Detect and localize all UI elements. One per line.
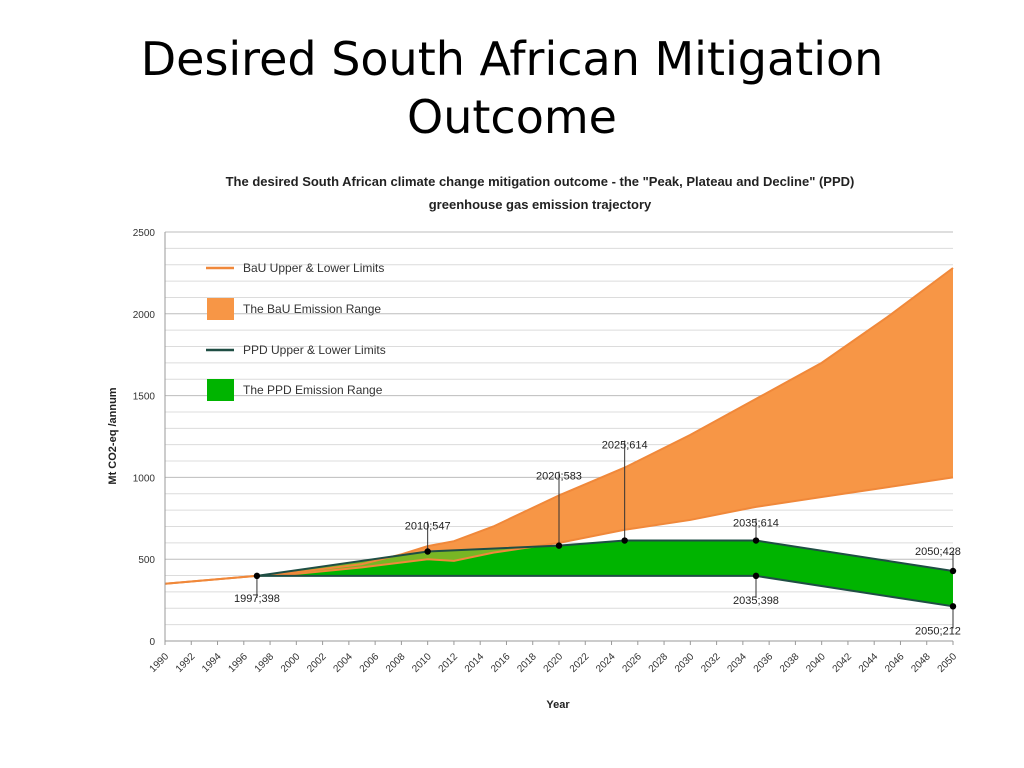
- x-tick-label: 2036: [752, 651, 776, 675]
- x-tick-label: 1994: [200, 651, 224, 675]
- chart-title: The desired South African climate change…: [140, 170, 940, 216]
- legend-swatch-fill: [207, 379, 234, 401]
- annotation-label: 2010;547: [405, 521, 451, 533]
- annotation-point: [752, 572, 760, 580]
- legend-label: BaU Upper & Lower Limits: [243, 261, 384, 275]
- annotation-point: [253, 572, 261, 580]
- x-tick-label: 2002: [305, 651, 329, 675]
- x-tick-label: 2010: [410, 651, 434, 675]
- x-tick-label: 2006: [358, 651, 382, 675]
- x-tick-label: 2016: [489, 651, 513, 675]
- x-tick-label: 1996: [226, 651, 250, 675]
- slide-title: Desired South African Mitigation Outcome: [0, 30, 1024, 146]
- slide-title-line1: Desired South African Mitigation: [140, 32, 884, 86]
- x-tick-label: 2044: [857, 651, 881, 675]
- ppd-upper-limit-line: [256, 539, 954, 577]
- x-axis-label: Year: [546, 699, 570, 711]
- x-tick-label: 2026: [620, 651, 644, 675]
- x-tick-label: 1998: [253, 651, 277, 675]
- x-tick-label: 2008: [384, 651, 408, 675]
- x-tick-label: 2000: [279, 651, 303, 675]
- legend: BaU Upper & Lower Limits The BaU Emission…: [206, 261, 386, 401]
- y-tick-label: 500: [138, 555, 155, 566]
- ppd-emission-range-area: [256, 540, 953, 607]
- x-tick-label: 2018: [515, 651, 539, 675]
- annotation-label: 2050;212: [915, 625, 961, 637]
- legend-label: The BaU Emission Range: [243, 302, 381, 316]
- x-tick-label: 2014: [463, 651, 487, 675]
- x-tick-label: 2042: [831, 651, 855, 675]
- x-tick-label: 2032: [699, 651, 723, 675]
- annotation-label: 2050;428: [915, 546, 961, 558]
- legend-swatch-fill: [207, 298, 234, 320]
- annotation-label: 2035;614: [733, 518, 779, 530]
- annotation-label: 2035;398: [733, 595, 779, 607]
- annotation-point: [949, 567, 957, 575]
- chart-title-line2: greenhouse gas emission trajectory: [428, 197, 652, 212]
- x-tick-label: 2024: [594, 651, 618, 675]
- y-tick-label: 1500: [133, 392, 156, 403]
- x-tick-label: 2050: [936, 651, 960, 675]
- x-tick-label: 2004: [331, 651, 355, 675]
- x-tick-label: 2038: [778, 651, 802, 675]
- x-tick-label: 2046: [883, 651, 907, 675]
- y-tick-label: 0: [149, 637, 155, 648]
- x-tick-label: 2022: [568, 651, 592, 675]
- x-tick-label: 2020: [542, 651, 566, 675]
- bau-upper-limit-line: [164, 267, 954, 585]
- annotation-label: 1997;398: [234, 593, 280, 605]
- x-tick-label: 2012: [437, 651, 461, 675]
- x-tick-label: 1990: [148, 651, 172, 675]
- x-tick-label: 1992: [174, 651, 198, 675]
- chart-title-line1: The desired South African climate change…: [225, 174, 855, 189]
- y-tick-label: 1000: [133, 473, 156, 484]
- annotation-point: [621, 537, 628, 544]
- annotation-point: [424, 548, 431, 555]
- legend-label: The PPD Emission Range: [243, 383, 383, 397]
- legend-label: PPD Upper & Lower Limits: [243, 343, 386, 357]
- annotation-point: [949, 603, 957, 610]
- y-tick-label: 2500: [133, 228, 156, 239]
- annotation-label: 2020;583: [536, 471, 582, 483]
- x-tick-label: 2028: [647, 651, 671, 675]
- bau-emission-range-area: [256, 267, 953, 576]
- slide-title-line2: Outcome: [407, 90, 617, 144]
- x-tick-label: 2040: [804, 651, 828, 675]
- x-tick-label: 2048: [909, 651, 933, 675]
- annotation-point: [555, 542, 563, 549]
- y-tick-label: 2000: [133, 310, 156, 321]
- y-axis-label: Mt CO2-eq /annum: [107, 387, 119, 484]
- annotation-point: [752, 537, 760, 544]
- x-tick-label: 2030: [673, 651, 697, 675]
- annotation-label: 2025;614: [602, 440, 648, 452]
- x-tick-label: 2034: [725, 651, 749, 675]
